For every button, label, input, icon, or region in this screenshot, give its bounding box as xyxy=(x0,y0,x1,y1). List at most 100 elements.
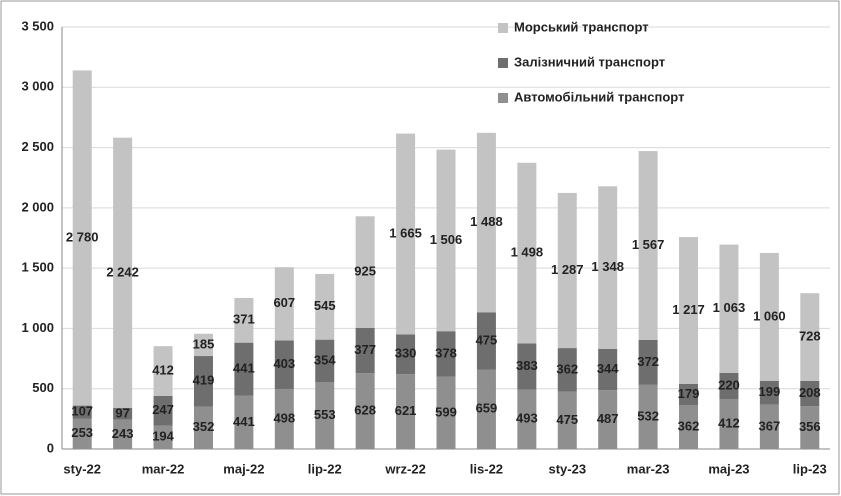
bar-segment xyxy=(719,399,739,449)
data-label: 532 xyxy=(637,408,659,423)
x-tick-label: lis-22 xyxy=(470,461,503,476)
x-tick-label: sty-23 xyxy=(548,461,586,476)
bar-segment xyxy=(234,342,254,396)
data-label: 1 287 xyxy=(551,262,584,277)
bar-segment xyxy=(234,297,254,343)
x-tick-label: sty-22 xyxy=(63,461,101,476)
data-label: 2 780 xyxy=(66,229,99,244)
data-label: 419 xyxy=(193,373,215,388)
data-label: 243 xyxy=(112,426,134,441)
bar-segment xyxy=(396,334,416,375)
bar-segment xyxy=(598,348,618,391)
bar-segment xyxy=(719,372,739,400)
x-tick-label: mar-23 xyxy=(627,461,670,476)
data-label: 185 xyxy=(193,336,215,351)
data-label: 107 xyxy=(71,403,93,418)
bar-segment xyxy=(598,390,618,449)
bar-segment xyxy=(315,382,335,449)
bar-segment xyxy=(193,356,213,407)
data-label: 621 xyxy=(395,403,417,418)
bar-segment xyxy=(679,383,699,406)
bar-segment xyxy=(476,312,496,370)
legend-label: Автомобільний транспорт xyxy=(514,89,684,104)
data-label: 372 xyxy=(637,354,659,369)
data-label: 628 xyxy=(354,403,376,418)
bar-segment xyxy=(274,267,294,341)
data-label: 441 xyxy=(233,361,255,376)
y-tick-label: 500 xyxy=(32,380,54,395)
bar-segment xyxy=(679,237,699,384)
bar-segment xyxy=(315,273,335,340)
data-label: 352 xyxy=(193,419,215,434)
bar-segment xyxy=(153,395,173,426)
legend-swatch xyxy=(498,23,508,33)
data-label: 97 xyxy=(115,405,129,420)
data-label: 545 xyxy=(314,298,336,313)
data-label: 362 xyxy=(556,361,578,376)
bar-segment xyxy=(274,388,294,449)
data-label: 354 xyxy=(314,352,336,367)
data-label: 220 xyxy=(718,377,740,392)
data-label: 553 xyxy=(314,407,336,422)
data-label: 475 xyxy=(476,332,498,347)
data-label: 253 xyxy=(71,425,93,440)
legend-label: Залізничний транспорт xyxy=(514,54,665,69)
data-label: 377 xyxy=(354,342,376,357)
data-label: 728 xyxy=(799,329,821,344)
data-label: 441 xyxy=(233,414,255,429)
bar-segment xyxy=(517,343,537,390)
bar-segment xyxy=(234,395,254,449)
bar-segment xyxy=(436,331,456,377)
bar-segment xyxy=(355,373,375,449)
data-label: 330 xyxy=(395,346,417,361)
y-tick-label: 1 500 xyxy=(21,260,54,275)
bar-segment xyxy=(396,133,416,335)
bar-segment xyxy=(800,293,820,381)
bar-segment xyxy=(517,389,537,449)
data-label: 1 060 xyxy=(753,308,786,323)
data-label: 371 xyxy=(233,312,255,327)
data-label: 362 xyxy=(678,419,700,434)
bar-segment xyxy=(638,384,658,449)
y-tick-label: 2 500 xyxy=(21,139,54,154)
data-label: 179 xyxy=(678,386,700,401)
bar-segment xyxy=(72,405,92,419)
data-label: 1 506 xyxy=(430,232,463,247)
data-label: 475 xyxy=(556,412,578,427)
data-label: 412 xyxy=(718,416,740,431)
bar-segment xyxy=(72,70,92,406)
data-label: 247 xyxy=(152,402,174,417)
data-label: 356 xyxy=(799,419,821,434)
y-tick-label: 0 xyxy=(47,440,54,455)
x-tick-label: maj-23 xyxy=(708,461,749,476)
data-label: 487 xyxy=(597,411,619,426)
data-label: 344 xyxy=(597,361,619,376)
data-label: 607 xyxy=(273,295,295,310)
x-tick-label: wrz-22 xyxy=(384,461,425,476)
bar-segment xyxy=(355,327,375,374)
x-tick-label: maj-22 xyxy=(223,461,264,476)
bar-segment xyxy=(719,244,739,373)
data-label: 383 xyxy=(516,358,538,373)
bar-segment xyxy=(476,132,496,313)
bar-segment xyxy=(557,391,577,449)
bar-segment xyxy=(476,369,496,449)
data-label: 1 063 xyxy=(713,300,746,315)
bar-segment xyxy=(598,186,618,349)
data-label: 2 242 xyxy=(106,264,139,279)
bar-segment xyxy=(517,162,537,344)
data-label: 1 498 xyxy=(511,245,544,260)
data-label: 378 xyxy=(435,345,457,360)
data-label: 1 488 xyxy=(470,214,503,229)
bar-segment xyxy=(638,340,658,385)
bar-segment xyxy=(557,348,577,392)
bar-segment xyxy=(72,418,92,449)
data-label: 199 xyxy=(759,384,781,399)
bar-segment xyxy=(193,333,213,357)
bar-segment xyxy=(315,339,335,383)
bar-segment xyxy=(759,252,779,381)
bar-segment xyxy=(679,405,699,449)
data-label: 1 567 xyxy=(632,237,665,252)
y-tick-label: 3 500 xyxy=(21,18,54,33)
